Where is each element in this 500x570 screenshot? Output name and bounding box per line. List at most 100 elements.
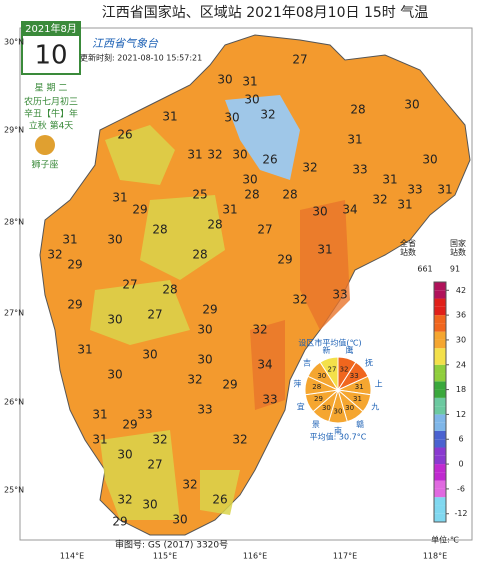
logo: 江西省气象台 — [92, 37, 159, 50]
station-value: 32 — [232, 433, 247, 447]
lunar-year: 辛丑【牛】年 — [24, 108, 78, 120]
total-count: 661 — [417, 265, 432, 274]
calendar-month: 2021年8月 — [25, 22, 77, 35]
station-value: 33 — [262, 393, 277, 407]
pie-value: 30 — [345, 404, 354, 412]
station-value: 33 — [407, 183, 422, 197]
station-value: 28 — [152, 223, 167, 237]
station-value: 27 — [122, 278, 137, 292]
lat-label: 25°N — [4, 486, 24, 495]
colorbar-step — [434, 488, 446, 498]
colorbar-label: 30 — [456, 335, 466, 344]
station-value: 32 — [260, 108, 275, 122]
colorbar-step — [434, 406, 446, 415]
colorbar-step — [434, 356, 446, 365]
pie-city: 上 — [375, 380, 383, 389]
pie-city: 萍 — [293, 379, 301, 389]
colorbar-label: -12 — [454, 509, 467, 518]
colorbar-step — [434, 364, 446, 374]
colorbar-step — [434, 298, 446, 307]
total-label: 全省站数 — [400, 238, 416, 257]
station-value: 29 — [112, 515, 127, 529]
station-value: 31 — [62, 233, 77, 247]
station-value: 29 — [132, 203, 147, 217]
colorbar-step — [434, 430, 446, 440]
station-value: 33 — [137, 408, 152, 422]
station-value: 30 — [117, 448, 132, 462]
station-value: 28 — [207, 218, 222, 232]
colorbar-step — [434, 480, 446, 489]
station-value: 29 — [122, 418, 137, 432]
station-value: 28 — [282, 188, 297, 202]
total-label-1: 全省 — [400, 238, 416, 248]
pie-value: 31 — [353, 395, 362, 403]
station-value: 28 — [350, 103, 365, 117]
map-approval: 审图号: GS (2017) 3320号 — [115, 539, 228, 551]
station-value: 34 — [342, 203, 357, 217]
station-value: 30 — [107, 368, 122, 382]
station-value: 30 — [107, 233, 122, 247]
station-value: 26 — [117, 128, 132, 142]
colorbar-step — [434, 306, 446, 316]
lon-label: 117°E — [333, 552, 357, 561]
station-value: 31 — [112, 191, 127, 205]
station-value: 29 — [67, 298, 82, 312]
cool-area — [90, 125, 240, 520]
lon-label: 118°E — [423, 552, 447, 561]
pie-value: 32 — [340, 365, 349, 373]
unit: 单位:℃ — [431, 535, 459, 545]
hot-area — [250, 200, 350, 410]
station-value: 32 — [47, 248, 62, 262]
station-value: 30 — [312, 205, 327, 219]
station-value: 29 — [222, 378, 237, 392]
national-label-1: 国家 — [450, 238, 466, 248]
station-value: 31 — [92, 408, 107, 422]
station-value: 31 — [77, 343, 92, 357]
pie-city: 吉 — [303, 359, 311, 368]
colorbar-step — [434, 414, 446, 423]
lon-label: 116°E — [243, 552, 267, 561]
colorbar-label: -6 — [457, 484, 465, 493]
station-value: 29 — [67, 258, 82, 272]
colorbar-frame — [433, 281, 447, 523]
lat-label: 29°N — [4, 126, 24, 135]
station-value: 32 — [187, 373, 202, 387]
pie-value: 31 — [355, 383, 364, 391]
pie-city: 新 — [322, 345, 330, 355]
colorbar-label: 42 — [456, 286, 466, 295]
station-value: 29 — [277, 253, 292, 267]
pie-value: 33 — [350, 372, 359, 380]
colorbar-step — [434, 464, 446, 473]
station-value: 30 — [422, 153, 437, 167]
solar-term: 立秋 第4天 — [29, 120, 74, 132]
station-value: 32 — [372, 193, 387, 207]
colorbar-step — [434, 282, 446, 291]
pie-title: 设区市平均值(℃) — [298, 338, 361, 348]
station-value: 27 — [147, 458, 162, 472]
colorbar-step — [434, 439, 446, 448]
station-value: 31 — [317, 243, 332, 257]
colorbar-step — [434, 290, 446, 299]
zodiac: 狮子座 — [31, 159, 58, 171]
station-value: 32 — [207, 148, 222, 162]
station-value: 31 — [162, 110, 177, 124]
station-value: 30 — [197, 323, 212, 337]
national-count: 91 — [450, 265, 460, 274]
station-value: 33 — [197, 403, 212, 417]
colorbar-label: 0 — [458, 460, 463, 469]
national-label: 国家站数 — [450, 238, 466, 257]
colorbar-step — [434, 505, 446, 514]
station-value: 28 — [192, 248, 207, 262]
station-value: 34 — [257, 358, 272, 372]
station-value: 25 — [192, 188, 207, 202]
colorbar-label: 36 — [456, 311, 466, 320]
pie-value: 28 — [312, 383, 321, 391]
pie-city: 宜 — [297, 402, 305, 412]
station-value: 29 — [202, 303, 217, 317]
lon-label: 115°E — [153, 552, 177, 561]
pie-value: 30 — [317, 372, 326, 380]
station-value: 30 — [224, 111, 239, 125]
colorbar-step — [434, 497, 446, 506]
colorbar-step — [434, 397, 446, 407]
station-value: 30 — [142, 498, 157, 512]
